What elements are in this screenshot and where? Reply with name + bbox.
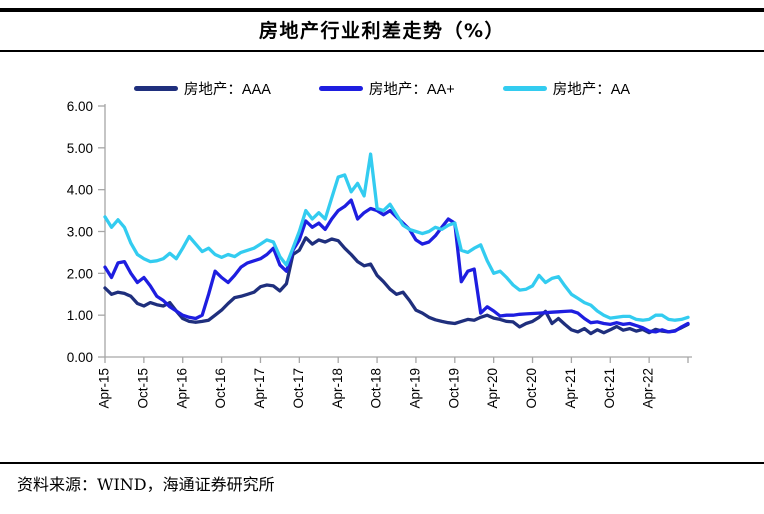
series-line-0 xyxy=(103,236,690,336)
y-tick-label: 2.00 xyxy=(67,266,93,281)
legend-line-swatch xyxy=(318,86,363,91)
x-tick-label: Oct-21 xyxy=(602,368,617,409)
series-line-2 xyxy=(103,152,690,322)
x-tick-label: Apr-16 xyxy=(174,368,189,409)
y-tick-label: 3.00 xyxy=(67,225,93,240)
top-rule xyxy=(0,8,764,12)
x-tick-label: Apr-17 xyxy=(252,368,267,409)
x-tick-label: Apr-22 xyxy=(641,368,656,409)
y-tick-label: 4.00 xyxy=(67,183,93,198)
legend-item-2: 房地产：AA xyxy=(502,78,631,99)
x-tick-label: Oct-15 xyxy=(135,368,150,409)
x-tick-label: Oct-16 xyxy=(213,368,228,409)
source-note: 资料来源：WIND，海通证券研究所 xyxy=(17,475,275,494)
legend-label: 房地产：AAA xyxy=(183,82,271,98)
x-tick-label: Apr-19 xyxy=(407,368,422,409)
y-tick-label: 0.00 xyxy=(67,350,93,365)
y-tick-label: 6.00 xyxy=(67,99,93,114)
legend-line-swatch xyxy=(502,86,547,91)
bottom-rule xyxy=(0,462,764,464)
title-divider-rule xyxy=(0,50,764,52)
y-tick-label: 1.00 xyxy=(67,308,93,323)
x-tick-label: Apr-20 xyxy=(485,368,500,409)
x-tick-label: Apr-21 xyxy=(563,368,578,409)
legend-item-0: 房地产：AAA xyxy=(133,78,271,99)
y-tick-label: 5.00 xyxy=(67,141,93,156)
x-tick-label: Oct-19 xyxy=(446,368,461,409)
chart-legend: 房地产：AAA 房地产：AA+ 房地产：AA xyxy=(0,78,764,99)
legend-label: 房地产：AA+ xyxy=(368,82,455,98)
chart-title: 房地产行业利差走势（%） xyxy=(258,20,506,42)
legend-item-1: 房地产：AA+ xyxy=(318,78,455,99)
x-tick-label: Oct-20 xyxy=(524,368,539,409)
x-tick-label: Apr-15 xyxy=(97,368,112,409)
x-tick-label: Apr-18 xyxy=(330,368,345,409)
x-tick-label: Oct-18 xyxy=(369,368,384,409)
x-tick-label: Oct-17 xyxy=(291,368,306,409)
chart-area: 房地产：AAA 房地产：AA+ 房地产：AA 0.00 1.00 2.00 3.00 4.0… xyxy=(0,52,764,462)
line-plot: 0.00 1.00 2.00 3.00 4.00 5.00 6.00 Apr-15 Oct-15… xyxy=(67,99,692,409)
legend-line-swatch xyxy=(133,86,178,91)
legend-label: 房地产：AA xyxy=(552,82,631,98)
